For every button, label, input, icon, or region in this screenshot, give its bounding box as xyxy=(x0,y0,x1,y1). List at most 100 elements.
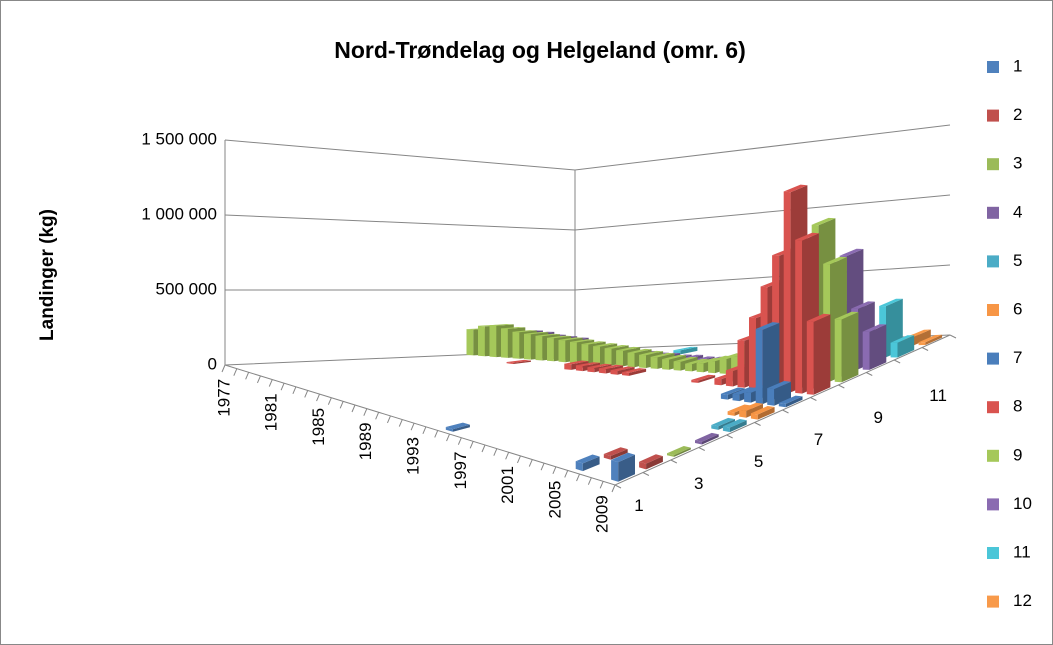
bar-face xyxy=(581,344,589,364)
bar-side xyxy=(702,434,719,445)
bar-face xyxy=(466,329,474,356)
axis-tick xyxy=(949,334,957,339)
bar-face xyxy=(575,365,583,372)
legend-label: 9 xyxy=(1013,445,1022,464)
bar xyxy=(506,359,531,364)
axis-tick xyxy=(698,447,705,451)
bar xyxy=(739,402,763,418)
bar-top xyxy=(879,298,903,307)
bar-side xyxy=(646,456,663,470)
axis-tick xyxy=(670,459,678,464)
bar-top xyxy=(806,313,831,322)
axis-tick xyxy=(327,397,332,405)
axis-tick xyxy=(233,368,238,376)
axis-tick xyxy=(782,409,789,414)
bar xyxy=(806,313,831,395)
axis-tick xyxy=(398,419,403,427)
legend-label: 3 xyxy=(1013,154,1022,173)
bar-top xyxy=(662,354,687,360)
bar-face xyxy=(535,335,543,361)
bar xyxy=(691,374,716,383)
bar-face xyxy=(767,388,775,406)
legend-swatch xyxy=(987,498,999,511)
x-tick-label: 2009 xyxy=(593,495,612,533)
bar-face xyxy=(714,378,722,386)
bar-top xyxy=(506,359,531,363)
bar-top xyxy=(611,452,635,463)
bar-face xyxy=(806,321,814,395)
bar-face xyxy=(918,342,926,346)
bar-top xyxy=(778,395,803,404)
axis-tick xyxy=(316,393,321,402)
bar-face xyxy=(489,325,497,358)
bar-top xyxy=(695,432,719,442)
bar-face xyxy=(744,391,751,403)
axis-tick xyxy=(564,470,569,478)
axis-tick xyxy=(552,466,557,475)
bar-face xyxy=(639,461,647,470)
axis-tick xyxy=(351,404,356,413)
bar xyxy=(667,446,691,457)
legend-swatch xyxy=(987,595,999,608)
bar xyxy=(575,454,600,472)
bar-side xyxy=(718,419,735,430)
bar-top xyxy=(691,374,716,381)
axis-tick xyxy=(363,408,368,416)
legend-swatch xyxy=(987,547,999,559)
legend-label: 12 xyxy=(1013,591,1032,610)
bar-top xyxy=(639,350,664,356)
bar xyxy=(695,432,719,445)
bar-face xyxy=(547,337,554,362)
legend-swatch xyxy=(987,206,999,219)
chart-title: Nord-Trøndelag og Helgeland (omr. 6) xyxy=(334,37,745,63)
bar-face xyxy=(564,363,572,370)
bar-face xyxy=(445,427,453,432)
bar-face xyxy=(650,356,658,369)
bar-top xyxy=(587,363,612,368)
legend-label: 2 xyxy=(1013,105,1022,124)
bar-face xyxy=(570,341,577,363)
bar-face xyxy=(667,453,675,457)
legend-label: 10 xyxy=(1013,494,1032,513)
bar xyxy=(639,454,663,470)
bar-face xyxy=(512,331,520,359)
bar-face xyxy=(783,191,791,393)
bar xyxy=(610,366,635,375)
z-tick-label: 1 xyxy=(634,496,643,515)
legend-swatch xyxy=(987,158,999,171)
axis-tick xyxy=(434,430,439,438)
bar-face xyxy=(795,239,803,394)
bar-side xyxy=(813,314,831,395)
axis-tick xyxy=(726,434,733,439)
bar-face xyxy=(719,358,727,374)
bar-face xyxy=(627,352,635,368)
legend-swatch xyxy=(987,255,999,268)
bar-face xyxy=(890,342,898,358)
bar-face xyxy=(587,367,595,373)
axis-tick xyxy=(446,433,451,442)
bar-top xyxy=(603,447,628,456)
bar-top xyxy=(673,346,698,351)
axis-tick xyxy=(221,364,226,373)
bar-face xyxy=(834,319,842,383)
bar-top xyxy=(750,406,775,415)
bar-top xyxy=(535,333,560,337)
bar-top xyxy=(722,419,747,428)
bar-top xyxy=(685,358,710,365)
bar-side xyxy=(897,335,915,358)
z-tick-label: 11 xyxy=(929,386,947,405)
bar-top xyxy=(524,331,549,335)
bar-top xyxy=(558,337,583,341)
z-tick-label: 5 xyxy=(754,452,763,471)
bar-top xyxy=(581,341,606,345)
legend-label: 1 xyxy=(1013,56,1022,75)
axis-tick xyxy=(540,462,545,471)
bar xyxy=(778,395,803,408)
bar-top xyxy=(711,417,735,427)
bar-top xyxy=(823,256,847,265)
bar-top xyxy=(755,322,780,330)
legend-label: 5 xyxy=(1013,251,1022,270)
bar xyxy=(834,311,859,383)
bar-top xyxy=(907,329,931,337)
